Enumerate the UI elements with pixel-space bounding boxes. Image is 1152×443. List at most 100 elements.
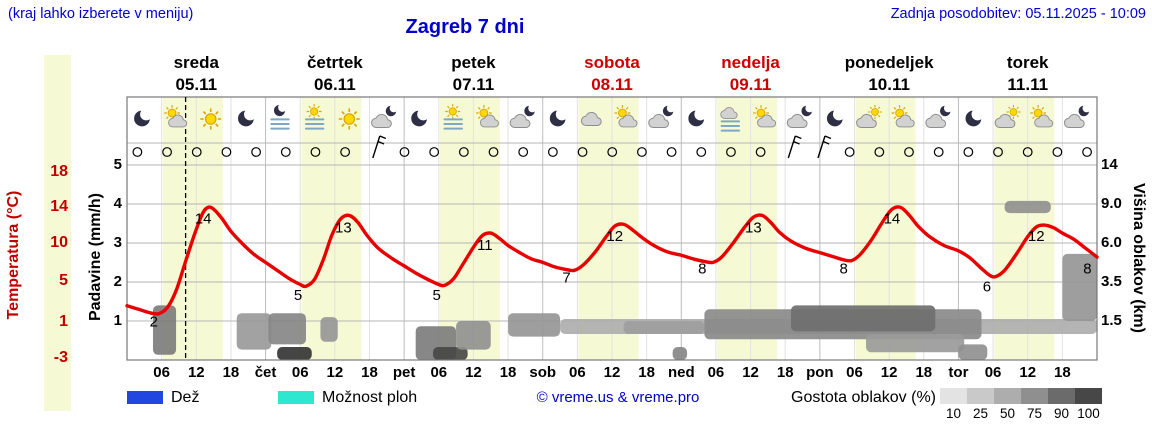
moon-weather-icon bbox=[134, 110, 150, 127]
density-swatch bbox=[940, 388, 967, 404]
temp-tick: 18 bbox=[50, 163, 68, 180]
precip-tick: 3 bbox=[113, 234, 122, 251]
precip-tick: 4 bbox=[113, 195, 122, 212]
svg-text:18: 18 bbox=[777, 364, 794, 381]
density-swatch bbox=[1075, 388, 1102, 404]
svg-text:18: 18 bbox=[638, 364, 655, 381]
svg-text:ponedeljek: ponedeljek bbox=[845, 53, 934, 72]
precip-tick: 2 bbox=[113, 273, 122, 290]
svg-text:18: 18 bbox=[915, 364, 932, 381]
wind-symbols-row bbox=[132, 135, 1092, 159]
svg-text:sreda: sreda bbox=[174, 53, 220, 72]
svg-text:13: 13 bbox=[335, 219, 352, 236]
svg-text:06: 06 bbox=[985, 364, 1002, 381]
svg-text:06: 06 bbox=[430, 364, 447, 381]
cloud-tick: 9.0 bbox=[1101, 195, 1122, 212]
cloud-density-scale bbox=[940, 388, 1102, 404]
svg-text:13: 13 bbox=[745, 219, 762, 236]
cloud-density-ticks: 10 25 50 75 90 100 bbox=[940, 406, 1102, 421]
cloud-moon-weather-icon bbox=[786, 105, 812, 129]
svg-text:2: 2 bbox=[150, 314, 158, 331]
credit-link[interactable]: © vreme.us & vreme.pro bbox=[536, 389, 700, 406]
svg-text:06: 06 bbox=[569, 364, 586, 381]
density-tick: 50 bbox=[999, 406, 1016, 421]
svg-text:06: 06 bbox=[292, 364, 309, 381]
svg-text:pet: pet bbox=[393, 364, 416, 381]
cloud-density-label: Gostota oblakov (%) bbox=[791, 389, 936, 406]
density-tick: 25 bbox=[972, 406, 989, 421]
svg-text:četrtek: četrtek bbox=[307, 53, 363, 72]
svg-text:sob: sob bbox=[529, 364, 556, 381]
day-headers: sreda 05.11 četrtek 06.11 petek 07.11 sobota 08… bbox=[174, 53, 1049, 94]
svg-text:11.11: 11.11 bbox=[1007, 75, 1048, 94]
temperature-curve bbox=[125, 205, 1099, 316]
density-tick: 75 bbox=[1026, 406, 1043, 421]
sun-weather-icon bbox=[199, 107, 223, 131]
svg-text:18: 18 bbox=[1054, 364, 1071, 381]
svg-text:12: 12 bbox=[188, 364, 205, 381]
temp-tick: 1 bbox=[59, 313, 68, 330]
svg-text:12: 12 bbox=[604, 364, 621, 381]
density-swatch bbox=[967, 388, 994, 404]
svg-text:09.11: 09.11 bbox=[730, 75, 772, 94]
svg-text:05.11: 05.11 bbox=[175, 75, 217, 94]
svg-text:06: 06 bbox=[846, 364, 863, 381]
cloud-tick: 1.5 bbox=[1101, 312, 1122, 329]
cloud-tick: 14 bbox=[1101, 156, 1118, 173]
svg-text:06: 06 bbox=[153, 364, 170, 381]
svg-text:petek: petek bbox=[451, 53, 496, 72]
svg-text:10.11: 10.11 bbox=[868, 75, 910, 94]
svg-text:8: 8 bbox=[840, 261, 848, 278]
cloud-density-blobs bbox=[152, 200, 1097, 360]
moon-weather-icon bbox=[411, 110, 427, 127]
moon-weather-icon bbox=[688, 110, 705, 127]
cloud-tick: 6.0 bbox=[1101, 234, 1122, 251]
page-title: Zagreb 7 dni bbox=[405, 16, 525, 38]
temp-tick: 14 bbox=[50, 198, 68, 215]
svg-text:08.11: 08.11 bbox=[591, 75, 633, 94]
svg-text:06.11: 06.11 bbox=[314, 75, 356, 94]
precip-tick: 1 bbox=[113, 312, 122, 329]
moon-weather-icon bbox=[965, 110, 982, 127]
time-axis: 06 12 18 čet 06 12 18 pet 06 12 18 sob 06 12 18 ned 06 12… bbox=[153, 364, 1070, 381]
moon-weather-icon bbox=[826, 110, 843, 127]
svg-text:07.11: 07.11 bbox=[453, 75, 495, 94]
svg-text:tor: tor bbox=[948, 364, 968, 381]
sun-weather-icon bbox=[337, 107, 361, 131]
svg-text:8: 8 bbox=[698, 261, 706, 278]
last-update: Zadnja posodobitev: 05.11.2025 - 10:09 bbox=[890, 6, 1146, 22]
density-tick: 90 bbox=[1053, 406, 1070, 421]
cloud-moon-weather-icon bbox=[1063, 105, 1090, 129]
svg-text:čet: čet bbox=[255, 364, 277, 381]
svg-text:06: 06 bbox=[708, 364, 725, 381]
density-swatch bbox=[994, 388, 1021, 404]
svg-text:12: 12 bbox=[742, 364, 759, 381]
showers-label: Možnost ploh bbox=[322, 389, 418, 406]
temp-tick: 10 bbox=[50, 234, 68, 251]
fog-moon-weather-icon bbox=[270, 104, 290, 130]
moon-weather-icon bbox=[238, 110, 254, 127]
density-swatch bbox=[1048, 388, 1075, 404]
svg-text:pon: pon bbox=[806, 364, 834, 381]
svg-text:12: 12 bbox=[465, 364, 482, 381]
svg-text:6: 6 bbox=[983, 278, 991, 295]
svg-text:sobota: sobota bbox=[584, 53, 640, 72]
svg-text:12: 12 bbox=[881, 364, 898, 381]
temp-tick: 5 bbox=[59, 272, 68, 289]
cloud-moon-weather-icon bbox=[648, 105, 674, 129]
svg-text:8: 8 bbox=[1083, 261, 1091, 278]
svg-text:torek: torek bbox=[1007, 53, 1049, 72]
density-swatch bbox=[1021, 388, 1048, 404]
svg-text:18: 18 bbox=[500, 364, 517, 381]
cloud-moon-weather-icon bbox=[509, 105, 535, 129]
svg-text:12: 12 bbox=[606, 228, 623, 245]
temp-tick: -3 bbox=[53, 349, 68, 366]
cloud-moon-weather-icon bbox=[925, 105, 951, 129]
svg-text:nedelja: nedelja bbox=[721, 53, 780, 72]
plot-frame bbox=[126, 96, 1098, 361]
svg-text:14: 14 bbox=[884, 210, 901, 227]
svg-text:18: 18 bbox=[223, 364, 240, 381]
menu-hint: (kraj lahko izberete v meniju) bbox=[8, 6, 194, 22]
svg-text:12: 12 bbox=[1028, 228, 1045, 245]
